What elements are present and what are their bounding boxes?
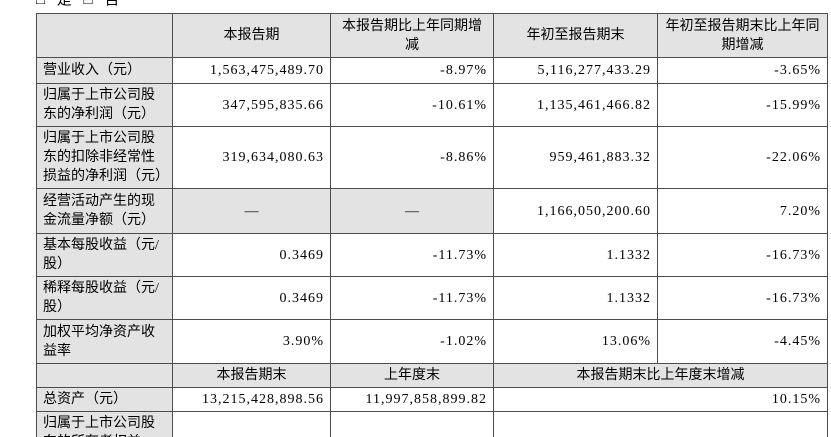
value-cell: 10.15%	[493, 387, 828, 412]
header-cell-yoy-change: 本报告期比上年同期增减	[330, 13, 494, 58]
row-label: 加权平均净资产收益率	[36, 319, 173, 364]
table-row-revenue: 营业收入（元） 1,563,475,489.70 -8.97% 5,116,27…	[36, 57, 828, 84]
header-cell-period-end: 本报告期末	[172, 363, 331, 388]
value-cell: -10.61%	[330, 83, 494, 127]
value-cell: 1,563,475,489.70	[172, 57, 331, 84]
value-cell: 5,116,277,433.29	[493, 57, 658, 84]
value-cell: 3.90%	[172, 319, 331, 364]
value-cell: 319,634,080.63	[172, 126, 331, 189]
table-row-diluted-eps: 稀释每股收益（元/股） 0.3469 -11.73% 1.1332 -16.73…	[36, 276, 828, 320]
header-cell-ytd: 年初至报告期末	[493, 13, 658, 58]
table-row-basic-eps: 基本每股收益（元/股） 0.3469 -11.73% 1.1332 -16.73…	[36, 233, 828, 277]
value-cell: 11,997,858,899.82	[330, 387, 494, 412]
clipped-top-text: □ 是 □ 否	[36, 0, 123, 7]
value-cell: 347,595,835.66	[172, 83, 331, 127]
table-row-operating-cash-flow: 经营活动产生的现金流量净额（元） — — 1,166,050,200.60 7.…	[36, 188, 828, 234]
value-cell: 0.3469	[172, 233, 331, 277]
value-cell: 8,272,114,352.19	[330, 411, 494, 437]
header-cell-period-end-change: 本报告期末比上年度末增减	[493, 363, 828, 388]
value-cell: -1.02%	[330, 319, 494, 364]
value-cell: 13,215,428,898.56	[172, 387, 331, 412]
value-cell-dash: —	[172, 188, 331, 234]
value-cell: 959,461,883.32	[493, 126, 658, 189]
row-label: 营业收入（元）	[36, 57, 173, 84]
table-row-owners-equity: 归属于上市公司股东的所有者权益（元） 9,172,679,096.23 8,27…	[36, 411, 828, 437]
value-cell: -11.73%	[330, 276, 494, 320]
value-cell: -11.73%	[330, 233, 494, 277]
value-cell: -8.86%	[330, 126, 494, 189]
table-row-total-assets: 总资产（元） 13,215,428,898.56 11,997,858,899.…	[36, 387, 828, 412]
value-cell: 7.20%	[657, 188, 828, 234]
row-label: 总资产（元）	[36, 387, 173, 412]
row-label: 归属于上市公司股东的所有者权益（元）	[36, 411, 173, 437]
section2-header-row: 本报告期末 上年度末 本报告期末比上年度末增减	[36, 363, 828, 388]
section1-header-row: 本报告期 本报告期比上年同期增减 年初至报告期末 年初至报告期末比上年同期增减	[36, 13, 828, 58]
row-label: 归属于上市公司股东的扣除非经常性损益的净利润（元）	[36, 126, 173, 189]
value-cell-dash: —	[330, 188, 494, 234]
row-label: 归属于上市公司股东的净利润（元）	[36, 83, 173, 127]
value-cell: 13.06%	[493, 319, 658, 364]
financial-summary-table: 本报告期 本报告期比上年同期增减 年初至报告期末 年初至报告期末比上年同期增减 …	[36, 13, 828, 437]
value-cell: -16.73%	[657, 276, 828, 320]
value-cell: 0.3469	[172, 276, 331, 320]
value-cell: 1.1332	[493, 233, 658, 277]
value-cell: 10.89%	[493, 411, 828, 437]
header-cell-empty	[36, 363, 173, 388]
header-cell-ytd-yoy-change: 年初至报告期末比上年同期增减	[657, 13, 828, 58]
value-cell: -8.97%	[330, 57, 494, 84]
value-cell: -22.06%	[657, 126, 828, 189]
value-cell: 1,135,461,466.82	[493, 83, 658, 127]
row-label: 经营活动产生的现金流量净额（元）	[36, 188, 173, 234]
header-cell-current-period: 本报告期	[172, 13, 331, 58]
row-label: 基本每股收益（元/股）	[36, 233, 173, 277]
header-cell-empty	[36, 13, 173, 58]
table-row-net-profit-excl-nonrecurring: 归属于上市公司股东的扣除非经常性损益的净利润（元） 319,634,080.63…	[36, 126, 828, 189]
value-cell: -4.45%	[657, 319, 828, 364]
value-cell: -15.99%	[657, 83, 828, 127]
table-row-weighted-roe: 加权平均净资产收益率 3.90% -1.02% 13.06% -4.45%	[36, 319, 828, 364]
header-cell-prior-year-end: 上年度末	[330, 363, 494, 388]
row-label: 稀释每股收益（元/股）	[36, 276, 173, 320]
value-cell: -16.73%	[657, 233, 828, 277]
value-cell: -3.65%	[657, 57, 828, 84]
value-cell: 9,172,679,096.23	[172, 411, 331, 437]
value-cell: 1,166,050,200.60	[493, 188, 658, 234]
table-row-net-profit: 归属于上市公司股东的净利润（元） 347,595,835.66 -10.61% …	[36, 83, 828, 127]
value-cell: 1.1332	[493, 276, 658, 320]
